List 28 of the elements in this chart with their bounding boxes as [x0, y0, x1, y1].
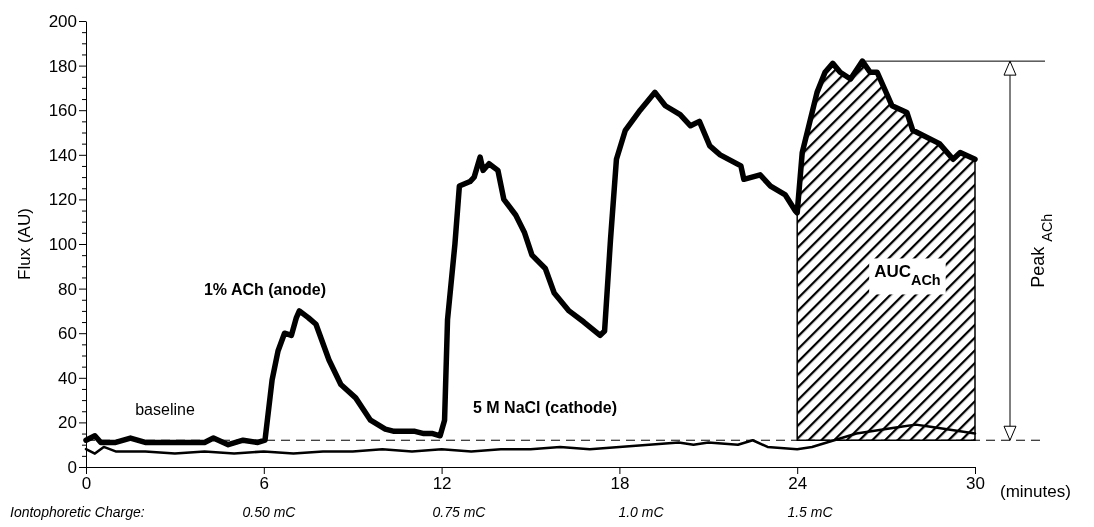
- annotation: 5 M NaCl (cathode): [472, 399, 618, 416]
- x-tick-label: 6: [259, 474, 270, 494]
- y-axis-title: Flux (AU): [15, 208, 34, 280]
- y-tick-label: 20: [58, 413, 77, 433]
- y-tick-label: 120: [48, 190, 77, 210]
- band-label: AUC$_{ACh}$: [874, 262, 941, 289]
- annotation: baseline: [135, 401, 195, 418]
- y-tick-label: 100: [48, 234, 77, 254]
- x-tick-label: 12: [432, 474, 452, 494]
- y-tick-label: 180: [48, 56, 77, 76]
- y-tick-label: 80: [58, 279, 77, 299]
- x-tick-label: 30: [966, 474, 985, 494]
- x-tick-label: 24: [788, 474, 808, 494]
- text: Iontophoretic Charge:: [10, 504, 145, 520]
- text: 1.0 mC: [618, 504, 665, 520]
- text: 0.50 mC: [242, 504, 297, 520]
- y-tick-label: 140: [48, 145, 77, 165]
- x-tick-label: 0: [81, 474, 92, 494]
- y-tick-label: 40: [58, 368, 77, 388]
- text: 0.75 mC: [432, 504, 487, 520]
- text: 1.5 mC: [787, 504, 834, 520]
- y-tick-label: 200: [48, 11, 77, 31]
- y-tick-label: 160: [48, 101, 77, 121]
- x-axis-title: (minutes): [1000, 482, 1071, 501]
- annotation: 1% ACh (anode): [203, 281, 327, 298]
- y-tick-label: 0: [67, 457, 77, 477]
- y-tick-label: 60: [58, 324, 77, 344]
- x-tick-label: 18: [610, 474, 630, 494]
